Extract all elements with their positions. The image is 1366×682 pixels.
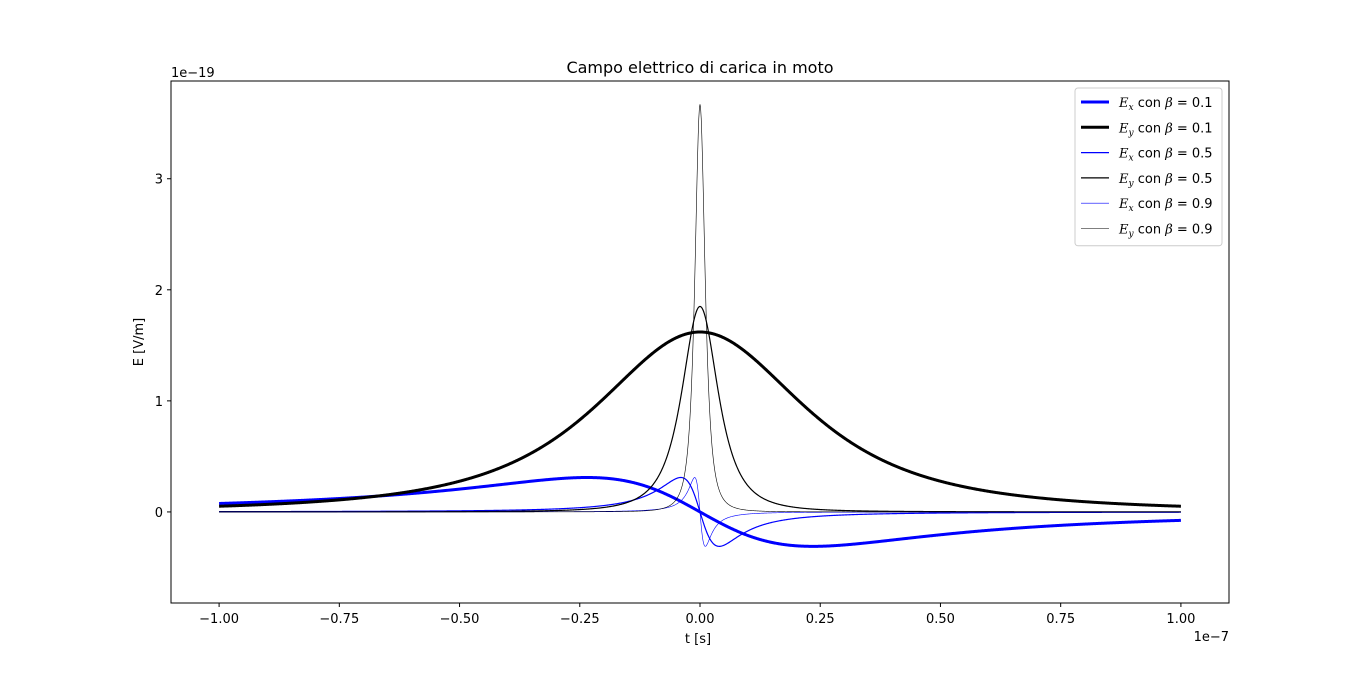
legend-label: Ey con β = 0.1 xyxy=(1118,121,1213,138)
x-axis: −1.00 −0.75 −0.50 −0.25 0.00 0.25 0.50 0.75 1.00 xyxy=(199,603,1195,627)
x-offset-label: 1e−7 xyxy=(1194,630,1229,645)
series-line xyxy=(219,330,1181,508)
legend-label: Ex con β = 0.5 xyxy=(1118,147,1213,164)
legend: Ex con β = 0.1 Ey con β = 0.1 Ex con β = 0… xyxy=(1074,87,1223,247)
y-tick-label: 0 xyxy=(155,506,163,521)
y-axis-label: E [V/m] xyxy=(132,318,147,366)
x-tick-label: −0.50 xyxy=(440,612,480,627)
x-tick-label: 1.00 xyxy=(1166,612,1195,627)
y-offset-label: 1e−19 xyxy=(171,66,215,81)
legend-label: Ex con β = 0.1 xyxy=(1118,96,1213,113)
legend-label: Ey con β = 0.5 xyxy=(1118,172,1213,189)
legend-label: Ex con β = 0.9 xyxy=(1118,197,1213,214)
legend-label: Ey con β = 0.9 xyxy=(1118,223,1213,240)
legend-box xyxy=(1074,87,1223,247)
chart-title: Campo elettrico di carica in moto xyxy=(566,58,833,77)
y-tick-label: 3 xyxy=(155,173,163,188)
x-tick-label: −0.25 xyxy=(560,612,600,627)
y-tick-label: 2 xyxy=(155,284,163,299)
x-tick-label: 0.50 xyxy=(926,612,955,627)
x-tick-label: −1.00 xyxy=(199,612,239,627)
x-tick-label: −0.75 xyxy=(319,612,359,627)
y-tick-label: 1 xyxy=(155,395,163,410)
x-tick-label: 0.00 xyxy=(686,612,715,627)
series-line xyxy=(219,104,1181,513)
x-tick-label: 0.25 xyxy=(806,612,835,627)
y-axis: 0 1 2 3 xyxy=(155,173,171,521)
x-tick-label: 0.75 xyxy=(1046,612,1075,627)
x-axis-label: t [s] xyxy=(685,632,711,647)
plot-area xyxy=(219,104,1181,548)
